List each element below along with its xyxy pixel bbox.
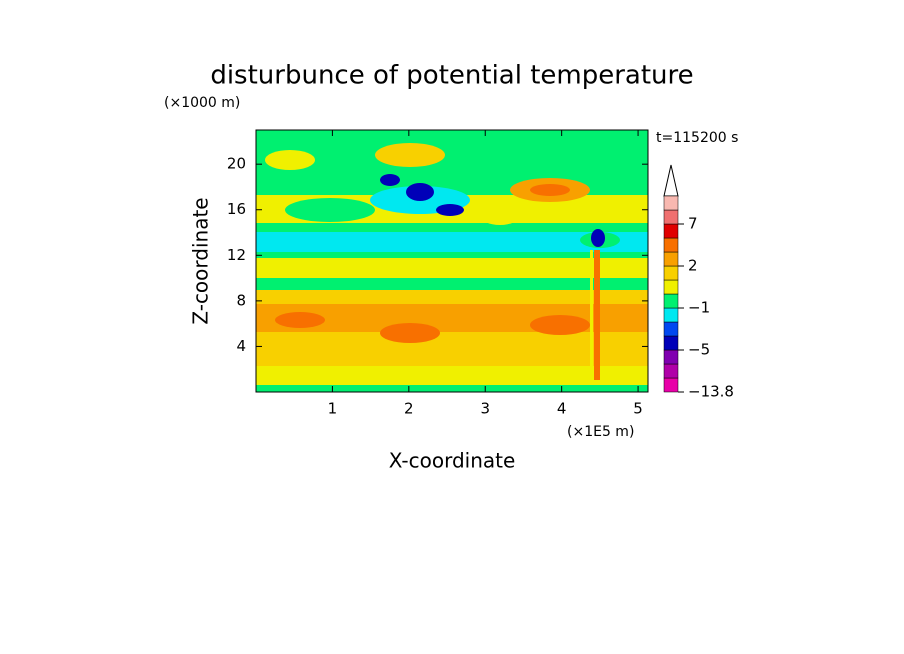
colorbar-box [663,335,679,351]
colorbar-box [663,195,679,211]
colorbar-box [663,209,679,225]
annotation: t=115200 s [656,130,738,146]
y-tick-label: 16 [227,200,246,218]
colorbar-label: −13.8 [688,383,734,401]
y-tick-label: 8 [236,291,246,309]
colorbar-label: 7 [688,215,698,233]
colorbar-box [663,265,679,281]
x-tick-label: 5 [633,400,643,418]
x-unit: (×1E5 m) [567,424,634,440]
colorbar-box [663,321,679,337]
chart-title: disturbunce of potential temperature [210,61,693,91]
colorbar-label: 2 [688,257,698,275]
colorbar-label: −1 [688,299,710,317]
y-unit: (×1000 m) [164,95,240,111]
x-tick-label: 1 [328,400,338,418]
contour-field [256,130,648,392]
y-axis-title: Z-coordinate [189,197,213,324]
colorbar-box [663,293,679,309]
colorbar-box [663,349,679,365]
colorbar-box [663,307,679,323]
x-tick-label: 4 [557,400,567,418]
y-tick-label: 20 [227,155,246,173]
colorbar-box [663,279,679,295]
y-tick-label: 12 [227,246,246,264]
plot-frame [255,129,649,393]
x-axis-title: X-coordinate [389,449,516,473]
y-tick-label: 4 [236,337,246,355]
colorbar-box [663,237,679,253]
colorbar-box [663,223,679,239]
x-tick-label: 3 [480,400,490,418]
colorbar-box [663,363,679,379]
colorbar-box [663,377,679,393]
colorbar-label: −5 [688,341,710,359]
x-tick-label: 2 [404,400,414,418]
colorbar-box [663,251,679,267]
